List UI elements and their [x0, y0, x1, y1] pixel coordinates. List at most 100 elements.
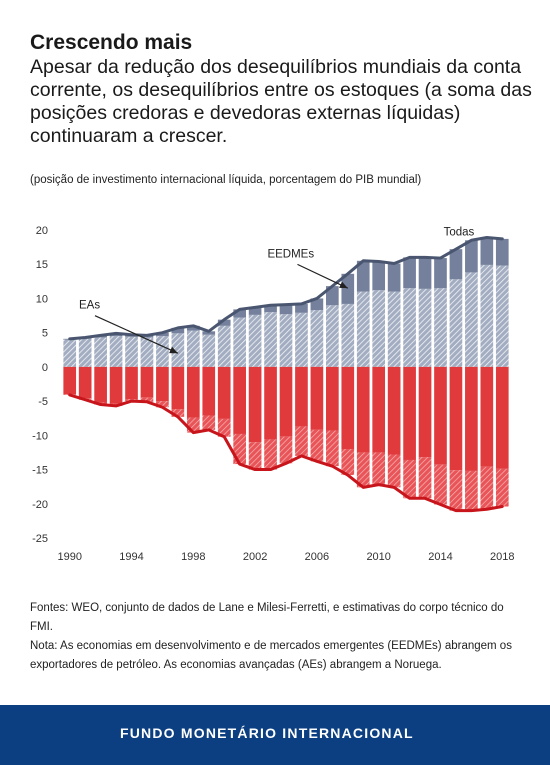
bar-eme-positive [186, 325, 200, 331]
bar-eme-negative [171, 409, 185, 417]
bar-ae-positive [264, 312, 277, 367]
imf-banner-text: FUNDO MONETÁRIO INTERNACIONAL [120, 725, 414, 741]
bar-ae-negative [387, 366, 401, 455]
y-tick-label: -10 [32, 430, 48, 442]
bar-ae-positive [109, 336, 123, 367]
total-negative-line [68, 393, 504, 513]
bar-eme-negative [356, 452, 370, 488]
bar-eme-negative [295, 426, 308, 456]
annotation-label: EAs [79, 300, 100, 312]
bar-eme-positive [449, 249, 463, 280]
bar-eme-negative [156, 401, 169, 408]
bar-ae-negative [449, 366, 463, 471]
bar-ae-negative [295, 366, 308, 427]
bar-ae-negative [217, 366, 231, 419]
bar-eme-negative [279, 436, 293, 464]
bar-eme-negative [465, 470, 478, 511]
x-tick-label: 1990 [57, 551, 81, 563]
bar-eme-positive [248, 307, 262, 315]
bar-ae-positive [279, 314, 293, 367]
bar-ae-positive [326, 305, 339, 367]
bar-eme-positive [279, 304, 293, 315]
bar-eme-positive [372, 261, 386, 291]
x-tick-label: 2006 [305, 551, 329, 563]
bar-ae-positive [125, 336, 138, 367]
page-subtitle: Apesar da redução dos desequilíbrios mun… [30, 56, 532, 147]
annotation-label: EEDMEs [267, 248, 314, 260]
y-tick-label: 10 [36, 293, 48, 305]
bar-ae-negative [171, 366, 185, 410]
bar-eme-negative [202, 415, 216, 430]
bar-ae-negative [63, 366, 77, 395]
bar-ae-positive [295, 312, 308, 367]
bar-eme-positive [326, 286, 339, 306]
bar-ae-positive [63, 339, 77, 367]
bar-eme-positive [171, 327, 185, 334]
bar-ae-negative [264, 366, 277, 440]
bar-eme-negative [418, 457, 432, 499]
x-tick-label: 2010 [366, 551, 390, 563]
bar-ae-negative [94, 366, 107, 403]
bar-eme-negative [140, 397, 154, 402]
y-tick-label: -20 [32, 499, 48, 511]
bar-ae-positive [94, 337, 107, 367]
bar-eme-positive [403, 257, 416, 289]
bar-ae-negative [372, 366, 386, 453]
bar-ae-negative [418, 366, 432, 458]
bar-eme-negative [372, 452, 386, 485]
annotation-arrow-head [169, 346, 178, 354]
bar-eme-positive [264, 305, 277, 313]
bar-ae-negative [233, 366, 246, 434]
bar-eme-negative [310, 429, 324, 462]
x-tick-label: 1994 [119, 551, 143, 563]
bar-ae-negative [125, 366, 138, 400]
annotation-arrow-head [339, 281, 348, 289]
y-axis: 20 15 10 5 0 -5 -10 -15 -20 -25 [32, 225, 48, 545]
bar-eme-positive [495, 238, 509, 266]
x-tick-label: 2018 [490, 551, 514, 563]
x-tick-label: 2014 [428, 551, 452, 563]
annotation-arrow-line [94, 315, 179, 354]
bar-ae-positive [418, 288, 432, 367]
bar-ae-positive [156, 336, 169, 367]
bar-ae-negative [202, 366, 216, 416]
bar-ae-negative [495, 366, 509, 469]
bar-ae-positive [248, 314, 262, 367]
bar-ae-positive [217, 325, 231, 367]
bar-ae-negative [434, 366, 447, 465]
bar-ae-negative [356, 366, 370, 453]
bar-ae-positive [171, 333, 185, 367]
bar-ae-negative [78, 366, 92, 399]
bar-eme-positive [418, 257, 432, 289]
bar-eme-positive [295, 303, 308, 313]
bar-ae-negative [140, 366, 154, 398]
bar-ae-negative [326, 366, 339, 431]
bar-eme-positive [465, 240, 478, 273]
bar-eme-negative [217, 418, 231, 437]
y-tick-label: 15 [36, 259, 48, 271]
bar-eme-positive [310, 298, 324, 311]
annotations: Todas EEDMEs EAs [79, 226, 475, 354]
y-tick-label: 0 [42, 362, 48, 374]
bar-eme-positive [480, 237, 494, 265]
note-text: Nota: As economias em desenvolvimento e … [30, 640, 512, 671]
bar-ae-negative [186, 366, 200, 418]
bar-eme-positive [356, 260, 370, 292]
total-lines [68, 236, 504, 513]
bar-ae-positive [78, 338, 92, 367]
x-axis: 1990 1994 1998 2002 2006 2010 2014 2018 [57, 551, 514, 563]
annotation-label: Todas [444, 226, 475, 238]
y-tick-label: -5 [38, 396, 48, 408]
y-tick-label: -25 [32, 533, 48, 545]
bar-eme-positive [341, 273, 355, 304]
chart-units-note: (posição de investimento internacional l… [30, 174, 422, 186]
bar-eme-positive [434, 258, 447, 289]
bar-ae-positive [387, 291, 401, 367]
bar-eme-positive [217, 319, 231, 326]
bar-eme-positive [202, 331, 216, 335]
bar-eme-negative [449, 470, 463, 511]
y-tick-label: 5 [42, 328, 48, 340]
bar-eme-negative [480, 466, 494, 510]
bar-eme-positive [156, 332, 169, 337]
bar-eme-negative [248, 442, 262, 470]
